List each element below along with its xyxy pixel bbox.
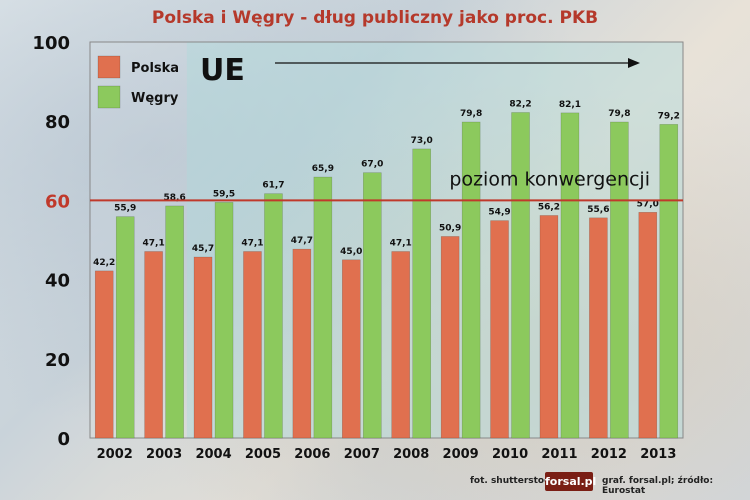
y-tick-label: 20 <box>45 350 70 371</box>
bar <box>313 176 333 439</box>
bar <box>363 172 382 439</box>
bar <box>539 215 559 439</box>
data-label: 47,7 <box>291 236 313 246</box>
x-tick-label: 2009 <box>443 447 479 462</box>
bar <box>659 124 679 439</box>
x-tick-label: 2004 <box>195 447 231 462</box>
data-label: 42,2 <box>93 258 115 268</box>
bar <box>193 256 213 439</box>
y-tick-label: 40 <box>45 271 70 292</box>
bar <box>214 202 234 439</box>
x-tick-label: 2010 <box>492 447 528 462</box>
eu-label: UE <box>200 53 245 88</box>
data-label: 73,0 <box>411 136 433 146</box>
legend-label: Węgry <box>131 91 179 106</box>
data-label: 82,1 <box>559 100 581 110</box>
bar <box>511 112 530 439</box>
eu-arrow-head <box>628 58 640 68</box>
bar <box>490 220 509 439</box>
data-label: 57,0 <box>637 199 659 209</box>
bar <box>292 248 312 439</box>
x-tick-label: 2007 <box>344 447 380 462</box>
data-label: 59,5 <box>213 189 235 199</box>
data-label: 47,1 <box>390 238 412 248</box>
forsal-logo: forsal.pl <box>545 472 596 491</box>
data-label: 67,0 <box>361 160 383 170</box>
data-label: 54,9 <box>488 208 510 218</box>
data-label: 45,0 <box>340 247 362 257</box>
data-label: 47,1 <box>241 238 263 248</box>
data-label: 65,9 <box>312 164 334 174</box>
bar <box>589 217 608 439</box>
reference-line-label: poziom konwergencji <box>449 168 650 190</box>
data-label: 79,8 <box>460 109 482 119</box>
bar <box>144 251 163 439</box>
legend-swatch <box>97 55 121 79</box>
source-credit: graf. forsal.pl; źródło: Eurostat <box>602 476 714 496</box>
photo-credit: fot. shutterstock <box>470 476 556 486</box>
plot-frame <box>89 41 684 439</box>
bar <box>264 193 283 439</box>
data-label: 45,7 <box>192 244 214 254</box>
x-tick-label: 2005 <box>245 447 281 462</box>
bar <box>115 216 135 439</box>
bar <box>391 251 410 439</box>
x-tick-label: 2002 <box>97 447 133 462</box>
legend-label: Polska <box>131 61 179 76</box>
data-label: 58,6 <box>164 193 186 203</box>
chart-title: Polska i Węgry - dług publiczny jako pro… <box>151 8 599 28</box>
bar <box>560 112 580 439</box>
y-tick-label: 100 <box>32 33 70 54</box>
x-tick-label: 2006 <box>294 447 330 462</box>
x-tick-label: 2008 <box>393 447 429 462</box>
x-tick-label: 2011 <box>541 447 577 462</box>
data-label: 55,6 <box>587 205 609 215</box>
y-tick-label: 0 <box>57 429 70 450</box>
bar <box>440 236 460 439</box>
data-label: 79,8 <box>608 109 630 119</box>
bar <box>165 205 184 439</box>
data-label: 50,9 <box>439 223 461 233</box>
data-label: 82,2 <box>509 99 531 109</box>
y-tick-label: 80 <box>45 112 70 133</box>
x-tick-label: 2003 <box>146 447 182 462</box>
legend-swatch <box>97 85 121 109</box>
bar <box>412 148 431 439</box>
bar <box>342 259 361 439</box>
bar <box>94 270 114 439</box>
x-tick-label: 2013 <box>640 447 676 462</box>
y-tick-label: 60 <box>45 191 70 212</box>
bar <box>243 251 262 439</box>
x-tick-label: 2012 <box>591 447 627 462</box>
bar <box>638 212 658 439</box>
data-label: 55,9 <box>114 204 136 214</box>
data-label: 47,1 <box>143 238 165 248</box>
data-label: 56,2 <box>538 202 560 212</box>
data-label: 79,2 <box>658 111 680 121</box>
data-label: 61,7 <box>262 181 284 191</box>
